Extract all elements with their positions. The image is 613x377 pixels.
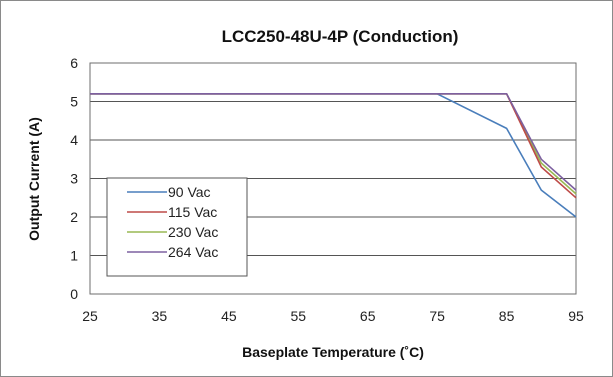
y-tick-5: 5: [70, 94, 78, 110]
y-tick-labels: 0 1 2 3 4 5 6: [70, 55, 78, 302]
y-tick-1: 1: [70, 248, 78, 264]
x-tick-65: 65: [360, 308, 376, 324]
x-tick-25: 25: [82, 308, 98, 324]
legend-label-115-vac: 115 Vac: [168, 204, 217, 220]
x-tick-55: 55: [290, 308, 306, 324]
y-tick-6: 6: [70, 55, 78, 71]
y-tick-0: 0: [70, 286, 78, 302]
legend-label-264-vac: 264 Vac: [168, 244, 218, 260]
plot-area: [89, 62, 577, 295]
y-tick-4: 4: [70, 132, 78, 148]
legend-label-90-vac: 90 Vac: [168, 184, 211, 200]
legend: 90 Vac 115 Vac 230 Vac 264 Vac: [106, 177, 248, 277]
series-lines: [90, 93, 577, 218]
legend-label-230-vac: 230 Vac: [168, 224, 218, 240]
x-tick-35: 35: [152, 308, 168, 324]
chart-title: LCC250-48U-4P (Conduction): [222, 27, 459, 46]
x-tick-45: 45: [221, 308, 237, 324]
x-tick-95: 95: [568, 308, 584, 324]
y-axis-label: Output Current (A): [26, 117, 42, 241]
x-tick-75: 75: [429, 308, 445, 324]
x-tick-85: 85: [499, 308, 515, 324]
series-line-264-vac: [90, 93, 577, 191]
x-tick-labels: 25 35 45 55 65 75 85 95: [82, 308, 584, 324]
x-axis-label: Baseplate Temperature (˚C): [242, 344, 424, 360]
legend-box: [106, 177, 248, 277]
y-tick-3: 3: [70, 171, 78, 187]
y-tick-2: 2: [70, 209, 78, 225]
